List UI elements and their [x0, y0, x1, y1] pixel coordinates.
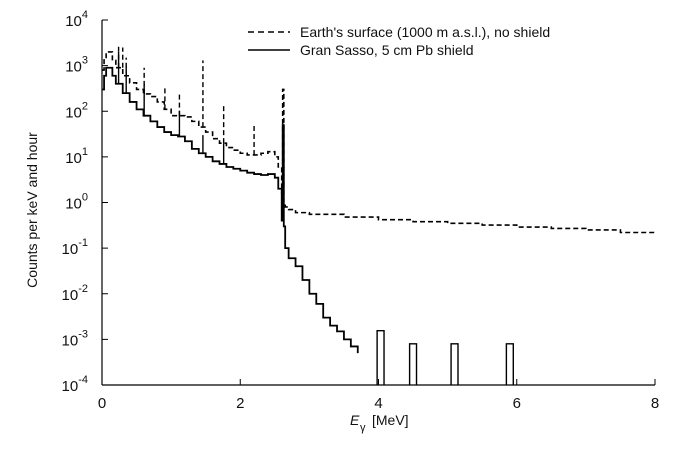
y-tick-label: 100: [65, 192, 88, 213]
legend: Earth's surface (1000 m a.s.l.), no shie…: [248, 24, 550, 58]
y-tick-label: 102: [65, 100, 88, 121]
x-tick-label: 8: [651, 395, 659, 412]
shielded-isolated-bin: [408, 343, 418, 385]
x-tick-label: 2: [236, 395, 244, 412]
x-axis-label-unit: [MeV]: [372, 412, 409, 428]
x-ticks: 0 2 4 6 8: [98, 379, 659, 412]
y-tick-label: 104: [65, 9, 88, 30]
y-tick-label: 10-2: [62, 283, 88, 304]
shielded-isolated-bin: [505, 343, 514, 385]
plot-area: 0 2 4 6 8 104 103 102 101 100 10-1 10-2 10-3 10-4: [62, 9, 660, 412]
legend-label-shielded: Gran Sasso, 5 cm Pb shield: [300, 42, 474, 58]
y-tick-label: 10-3: [62, 328, 88, 349]
y-tick-label: 10-4: [62, 374, 88, 395]
legend-label-surface: Earth's surface (1000 m a.s.l.), no shie…: [300, 24, 550, 40]
y-axis-label: Counts per keV and hour: [24, 132, 40, 288]
series-surface-line: [102, 51, 656, 235]
x-tick-label: 6: [513, 395, 521, 412]
y-tick-label: 10-1: [62, 237, 88, 258]
y-tick-label: 103: [65, 55, 88, 76]
x-axis-label-subscript: γ: [360, 422, 366, 434]
x-tick-label: 0: [98, 395, 106, 412]
series-shielded-line: [102, 66, 359, 354]
y-tick-label: 101: [65, 146, 88, 167]
series-group: [102, 43, 656, 385]
x-tick-label: 4: [374, 395, 382, 412]
shielded-isolated-bin: [376, 329, 385, 385]
x-axis-label-symbol: E: [350, 412, 360, 428]
shielded-isolated-bin: [450, 343, 459, 385]
y-ticks: 104 103 102 101 100 10-1 10-2 10-3 10-4: [62, 9, 108, 395]
x-axis-label: E γ [MeV]: [350, 412, 409, 434]
